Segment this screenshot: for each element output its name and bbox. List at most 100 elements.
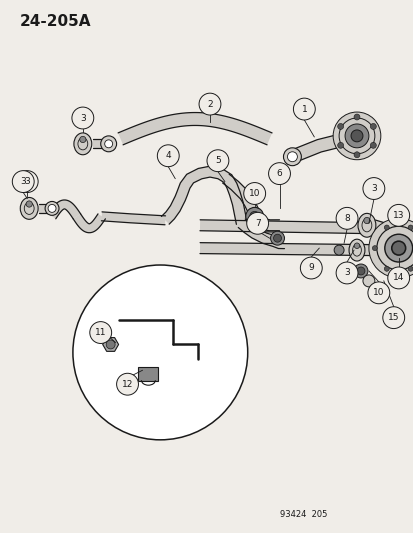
Text: 15: 15 xyxy=(387,313,399,322)
Circle shape xyxy=(350,130,362,142)
Polygon shape xyxy=(371,220,390,235)
Polygon shape xyxy=(39,204,49,213)
Circle shape xyxy=(371,246,376,251)
Text: 8: 8 xyxy=(343,214,349,223)
Circle shape xyxy=(287,152,297,161)
Ellipse shape xyxy=(348,239,364,261)
Polygon shape xyxy=(258,218,279,231)
Circle shape xyxy=(273,234,281,242)
Circle shape xyxy=(268,163,290,184)
Text: 3: 3 xyxy=(20,177,26,186)
Circle shape xyxy=(100,136,116,152)
Text: 6: 6 xyxy=(276,169,282,178)
Circle shape xyxy=(370,124,375,130)
Circle shape xyxy=(73,265,247,440)
Circle shape xyxy=(382,306,404,328)
Circle shape xyxy=(344,124,368,148)
Ellipse shape xyxy=(357,213,375,237)
Polygon shape xyxy=(372,246,389,260)
Circle shape xyxy=(384,234,412,262)
Polygon shape xyxy=(101,212,165,225)
Circle shape xyxy=(383,266,388,271)
Text: 13: 13 xyxy=(392,211,404,220)
Circle shape xyxy=(293,98,315,120)
Text: 24-205A: 24-205A xyxy=(19,14,90,29)
Ellipse shape xyxy=(20,197,38,219)
Polygon shape xyxy=(238,219,284,248)
Polygon shape xyxy=(48,200,81,219)
Circle shape xyxy=(407,266,412,271)
Circle shape xyxy=(45,201,59,215)
Text: 2: 2 xyxy=(206,100,212,109)
Circle shape xyxy=(270,231,284,245)
Polygon shape xyxy=(199,243,373,255)
Circle shape xyxy=(362,177,384,199)
Text: 3: 3 xyxy=(370,184,376,193)
Circle shape xyxy=(353,114,359,120)
Circle shape xyxy=(368,219,413,278)
Circle shape xyxy=(356,267,364,275)
Circle shape xyxy=(376,227,413,270)
Circle shape xyxy=(199,93,221,115)
Circle shape xyxy=(363,217,369,224)
Circle shape xyxy=(337,142,343,148)
Text: 5: 5 xyxy=(214,156,220,165)
Circle shape xyxy=(391,241,405,255)
Polygon shape xyxy=(222,174,264,226)
Text: 7: 7 xyxy=(254,219,260,228)
Circle shape xyxy=(337,124,343,130)
Circle shape xyxy=(26,201,32,207)
Text: 11: 11 xyxy=(95,328,106,337)
Circle shape xyxy=(335,207,357,229)
Circle shape xyxy=(48,205,56,212)
Circle shape xyxy=(370,142,375,148)
Circle shape xyxy=(16,171,38,192)
Circle shape xyxy=(90,321,112,343)
Polygon shape xyxy=(102,337,118,351)
Text: 4: 4 xyxy=(165,151,171,160)
Circle shape xyxy=(283,148,301,166)
Text: 93424  205: 93424 205 xyxy=(279,510,326,519)
Bar xyxy=(138,367,158,381)
Text: 14: 14 xyxy=(392,273,404,282)
Text: 12: 12 xyxy=(121,379,133,389)
Circle shape xyxy=(246,212,268,234)
Circle shape xyxy=(106,340,115,349)
Polygon shape xyxy=(93,139,104,148)
Text: 3: 3 xyxy=(343,269,349,278)
Text: 1: 1 xyxy=(301,104,306,114)
Circle shape xyxy=(157,145,179,167)
Circle shape xyxy=(206,150,228,172)
Circle shape xyxy=(333,245,343,255)
Polygon shape xyxy=(291,135,340,161)
Ellipse shape xyxy=(74,133,92,155)
Circle shape xyxy=(300,257,321,279)
Circle shape xyxy=(116,373,138,395)
Circle shape xyxy=(407,225,412,230)
Circle shape xyxy=(354,243,359,248)
Circle shape xyxy=(338,118,374,154)
Circle shape xyxy=(387,267,408,289)
Polygon shape xyxy=(161,166,247,224)
Circle shape xyxy=(353,152,359,158)
Text: 3: 3 xyxy=(80,114,85,123)
Circle shape xyxy=(80,136,86,143)
Circle shape xyxy=(249,212,259,221)
Circle shape xyxy=(104,140,112,148)
Circle shape xyxy=(335,262,357,284)
Circle shape xyxy=(72,107,93,129)
Text: 10: 10 xyxy=(372,288,384,297)
Polygon shape xyxy=(118,112,271,145)
Polygon shape xyxy=(73,214,105,233)
Circle shape xyxy=(243,183,265,205)
Circle shape xyxy=(387,205,408,227)
Polygon shape xyxy=(199,220,373,234)
Circle shape xyxy=(12,171,34,192)
Text: 3: 3 xyxy=(24,177,30,186)
Circle shape xyxy=(332,112,380,160)
Text: 9: 9 xyxy=(308,263,313,272)
Circle shape xyxy=(367,282,389,304)
Circle shape xyxy=(383,225,388,230)
Circle shape xyxy=(245,207,263,225)
Circle shape xyxy=(353,264,367,278)
